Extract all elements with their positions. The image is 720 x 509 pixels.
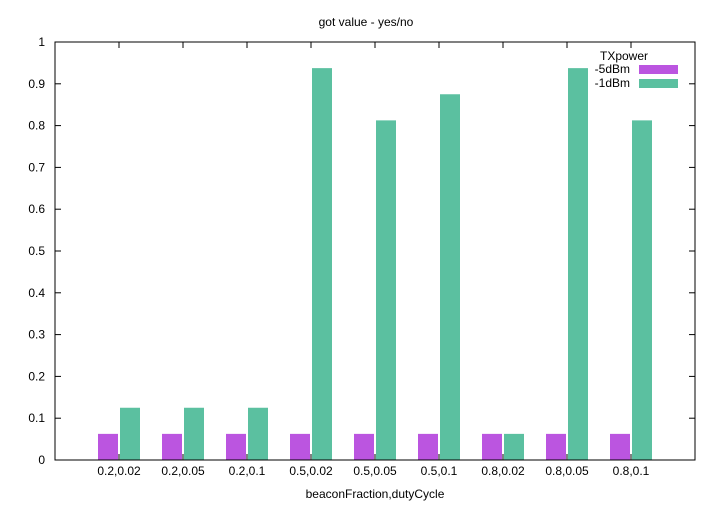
y-tick-label: 0.2 — [28, 369, 45, 383]
bar — [290, 433, 310, 460]
bar — [162, 433, 182, 460]
x-tick-label: 0.8,0.1 — [613, 464, 650, 478]
plot-frame — [54, 41, 696, 461]
x-tick-label: 0.8,0.02 — [481, 464, 525, 478]
bar — [610, 433, 630, 460]
y-tick-label: 0.3 — [28, 328, 45, 342]
bar — [98, 433, 118, 460]
bar — [418, 433, 438, 460]
legend-label: -1dBm — [595, 76, 630, 90]
bar — [504, 433, 524, 460]
y-tick-label: 0.5 — [28, 244, 45, 258]
y-tick-label: 0.1 — [28, 411, 45, 425]
x-axis-label: beaconFraction,dutyCycle — [306, 487, 445, 501]
bar — [632, 120, 652, 460]
y-tick-label: 0 — [38, 453, 45, 467]
bar — [440, 94, 460, 460]
bar — [376, 120, 396, 460]
y-tick-label: 1 — [38, 35, 45, 49]
bar — [354, 433, 374, 460]
x-tick-label: 0.5,0.05 — [353, 464, 397, 478]
bar — [248, 407, 268, 460]
legend-swatch — [639, 79, 678, 88]
bar — [184, 407, 204, 460]
x-tick-label: 0.2,0.02 — [97, 464, 141, 478]
x-tick-label: 0.5,0.02 — [289, 464, 333, 478]
legend-swatch — [639, 65, 678, 74]
chart-title: got value - yes/no — [319, 15, 414, 29]
y-tick-label: 0.6 — [28, 202, 45, 216]
y-tick-label: 0.9 — [28, 77, 45, 91]
x-tick-label: 0.5,0.1 — [421, 464, 458, 478]
x-tick-label: 0.2,0.05 — [161, 464, 205, 478]
bar — [568, 68, 588, 460]
bar — [482, 433, 502, 460]
y-tick-label: 0.4 — [28, 286, 45, 300]
bar — [312, 68, 332, 460]
legend-label: -5dBm — [595, 62, 630, 76]
legend: TXpower -5dBm-1dBm — [595, 49, 678, 90]
bar — [546, 433, 566, 460]
x-tick-label: 0.8,0.05 — [545, 464, 589, 478]
x-tick-label: 0.2,0.1 — [229, 464, 266, 478]
plot-area: 0.2,0.02 0.2,0.05 0.2,0.1 0.5,0.02 0.5,0.05 0… — [28, 35, 696, 478]
bar — [226, 433, 246, 460]
y-tick-label: 0.8 — [28, 119, 45, 133]
bar — [120, 407, 140, 460]
legend-title: TXpower — [600, 49, 648, 63]
y-tick-label: 0.7 — [28, 160, 45, 174]
